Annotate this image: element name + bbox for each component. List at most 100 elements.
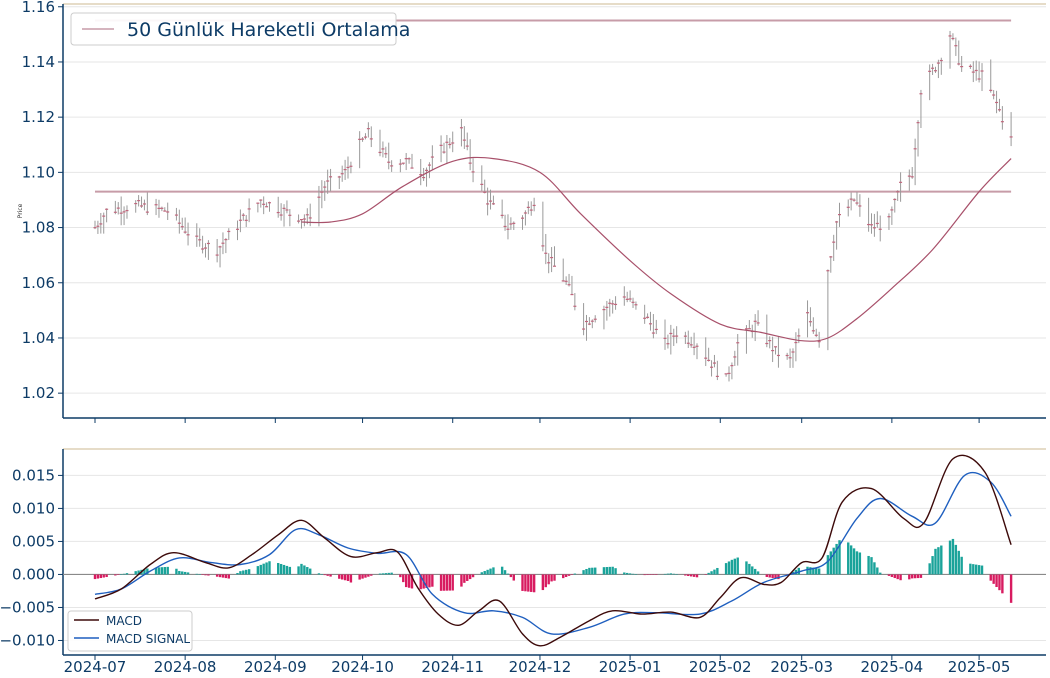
price-legend-label: 50 Günlük Hareketli Ortalama [127,19,410,41]
macd-hist-bar-negative [117,574,119,575]
macd-hist-bar-positive [382,573,384,574]
macd-hist-bar-negative [649,574,651,575]
macd-hist-bar-negative [992,574,994,583]
macd-hist-bar-positive [614,568,616,574]
macd-hist-bar-positive [280,564,282,574]
macd-hist-bar-negative [920,574,922,577]
macd-hist-bar-negative [225,574,227,578]
macd-hist-bar-negative [204,574,206,575]
macd-hist-bar-positive [309,569,311,575]
macd-hist-bar-positive [484,571,486,574]
macd-ytick-label: −0.010 [0,631,55,649]
macd-hist-bar-negative [1001,574,1003,593]
macd-hist-bar-negative [891,574,893,577]
macd-hist-bar-positive [673,574,675,575]
macd-hist-bar-negative [460,574,462,586]
macd-hist-bar-positive [867,556,869,574]
macd-hist-bar-positive [670,573,672,574]
macd-hist-bar-negative [687,574,689,576]
macd-hist-bar-positive [725,563,727,574]
macd-hist-bar-positive [164,567,166,574]
macd-hist-bar-negative [408,574,410,587]
macd-hist-bar-positive [707,573,709,575]
macd-hist-bar-negative [364,574,366,577]
macd-hist-bar-positive [390,573,392,575]
macd-hist-bar-negative [428,574,430,587]
macd-ytick-label: −0.005 [0,598,55,616]
macd-hist-bar-negative [911,574,913,578]
macd-hist-bar-negative [571,574,573,575]
macd-hist-bar-negative [324,574,326,575]
macd-hist-bar-positive [937,547,939,574]
macd-hist-bar-positive [588,568,590,575]
macd-hist-bar-negative [917,574,919,578]
macd-hist-bar-positive [626,573,628,575]
macd-hist-bar-positive [847,542,849,574]
macd-ytick-label: 0.000 [12,565,55,583]
macd-hist-bar-positive [123,574,125,575]
price-panel: 1.021.041.061.081.101.121.141.16Price50 … [17,0,1046,423]
macd-hist-bar-negative [452,574,454,590]
macd-hist-bar-positive [242,570,244,574]
price-ytick-label: 1.12 [22,108,55,126]
macd-hist-bar-positive [181,571,183,574]
macd-hist-bar-positive [713,570,715,575]
macd-hist-bar-positive [960,557,962,575]
macd-hist-bar-positive [245,570,247,575]
macd-hist-bar-negative [446,574,448,590]
macd-hist-bar-positive [955,545,957,575]
macd-xtick-label: 2025-02 [689,658,752,676]
macd-hist-bar-positive [876,567,878,574]
macd-hist-bar-negative [998,574,1000,590]
macd-hist-bar-negative [565,574,567,577]
macd-hist-bar-positive [870,557,872,574]
macd-hist-bar-positive [734,559,736,575]
macd-hist-bar-negative [652,574,654,575]
macd-hist-bar-negative [463,574,465,582]
macd-hist-bar-negative [449,574,451,590]
macd-hist-bar-positive [265,562,267,574]
macd-hist-bar-negative [469,574,471,579]
macd-hist-bar-positive [262,564,264,575]
macd-hist-bar-negative [521,574,523,591]
macd-hist-bar-negative [908,574,910,579]
macd-hist-bar-negative [705,574,707,575]
macd-xtick-label: 2025-03 [770,658,833,676]
macd-hist-bar-positive [850,545,852,574]
macd-hist-bar-positive [289,567,291,575]
macd-hist-bar-negative [693,574,695,576]
price-plot-area [63,4,1046,418]
macd-hist-bar-positive [486,570,488,575]
macd-hist-bar-positive [969,564,971,575]
macd-hist-bar-positive [248,569,250,574]
macd-hist-bar-positive [745,561,747,574]
macd-plot-area [63,449,1046,655]
macd-hist-bar-positive [751,566,753,574]
macd-hist-bar-negative [402,574,404,582]
macd-xtick-label: 2024-12 [509,658,572,676]
macd-hist-bar-positive [277,563,279,574]
macd-hist-bar-positive [489,569,491,575]
macd-hist-bar-positive [728,561,730,574]
macd-hist-bar-positive [594,568,596,575]
macd-hist-bar-positive [178,571,180,574]
macd-hist-bar-positive [187,572,189,574]
signal-legend-label: MACD SIGNAL [106,632,190,646]
macd-hist-bar-positive [582,570,584,574]
macd-hist-bar-positive [972,564,974,574]
macd-hist-bar-negative [527,574,529,591]
macd-hist-bar-positive [856,551,858,574]
macd-hist-bar-positive [286,566,288,575]
macd-xtick-label: 2025-04 [861,658,924,676]
macd-legend-label: MACD [106,614,142,628]
macd-hist-bar-positive [175,569,177,575]
macd-hist-bar-positive [978,565,980,574]
macd-hist-bar-positive [853,548,855,574]
macd-xtick-label: 2025-05 [948,658,1011,676]
macd-hist-bar-negative [94,574,96,579]
macd-hist-bar-negative [766,574,768,577]
macd-hist-bar-positive [591,568,593,575]
macd-hist-bar-negative [97,574,99,578]
macd-hist-bar-positive [879,573,881,575]
